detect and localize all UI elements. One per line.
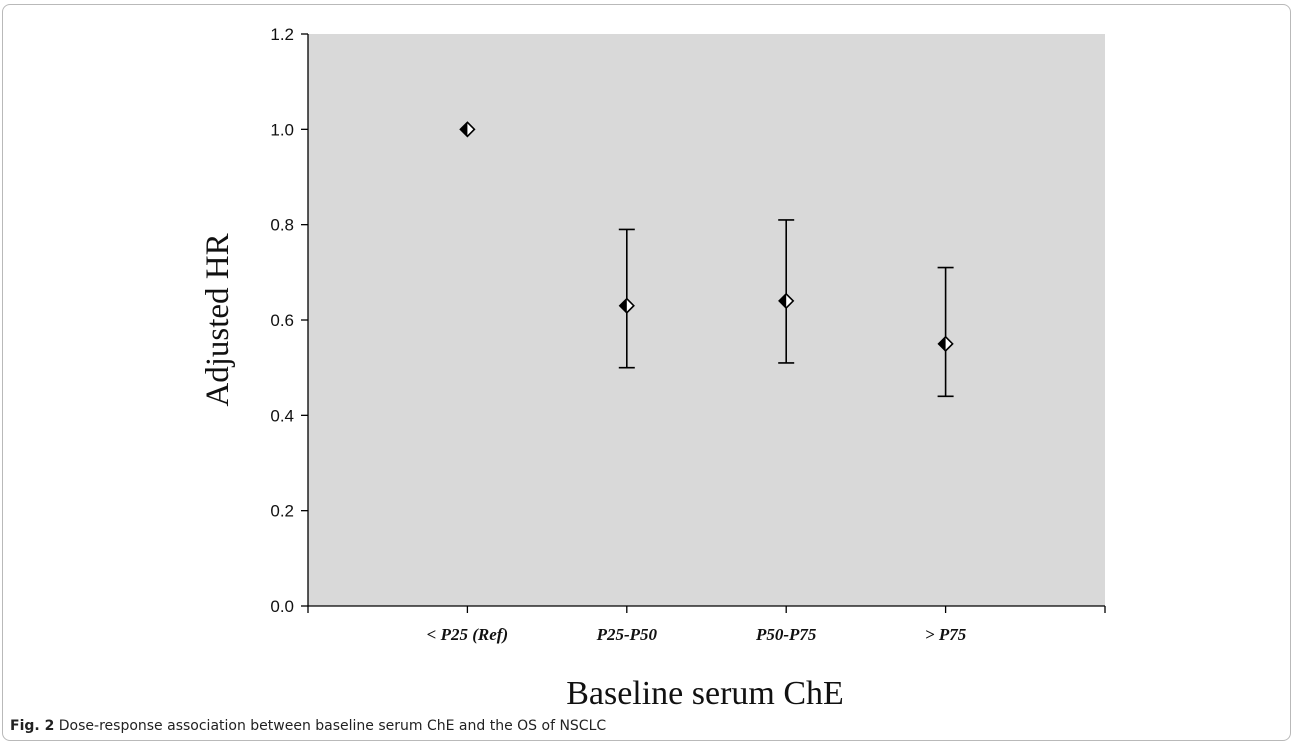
y-tick-label: 1.2 [270,25,294,44]
axes: 0.0 0.2 0.4 0.6 0.8 1.0 1.2 < P25 (Ref) P25-P50 P… [270,25,1106,644]
y-axis-title: Adjusted HR [200,233,236,406]
data-marks [459,121,954,398]
y-tick-label: 0.0 [270,597,294,616]
data-point-marker-fill [938,336,946,351]
plot-area [308,34,1105,606]
y-tick-label: 0.8 [270,216,294,235]
x-category-label: < P25 (Ref) [427,625,508,644]
caption-text: Dose-response association between baseli… [58,718,607,734]
x-category-label: P25-P50 [596,625,658,644]
figure-caption: Fig. 2 Dose-response association between… [10,718,606,734]
x-category-label: P50-P75 [755,625,817,644]
data-point-marker-fill [779,293,787,308]
data-point-marker-fill [460,122,468,137]
x-axis-title: Baseline serum ChE [566,675,844,712]
y-tick-label: 0.2 [270,502,294,521]
y-tick-label: 0.4 [270,406,294,425]
x-category-label: > P75 [925,625,967,644]
dose-response-chart: 0.0 0.2 0.4 0.6 0.8 1.0 1.2 < P25 (Ref) P25-P50 P… [200,25,1106,712]
figure-frame [2,4,1291,741]
y-tick-label: 1.0 [270,120,294,139]
y-tick-label: 0.6 [270,311,294,330]
data-point-marker-fill [619,298,627,313]
caption-label: Fig. 2 [10,718,55,734]
